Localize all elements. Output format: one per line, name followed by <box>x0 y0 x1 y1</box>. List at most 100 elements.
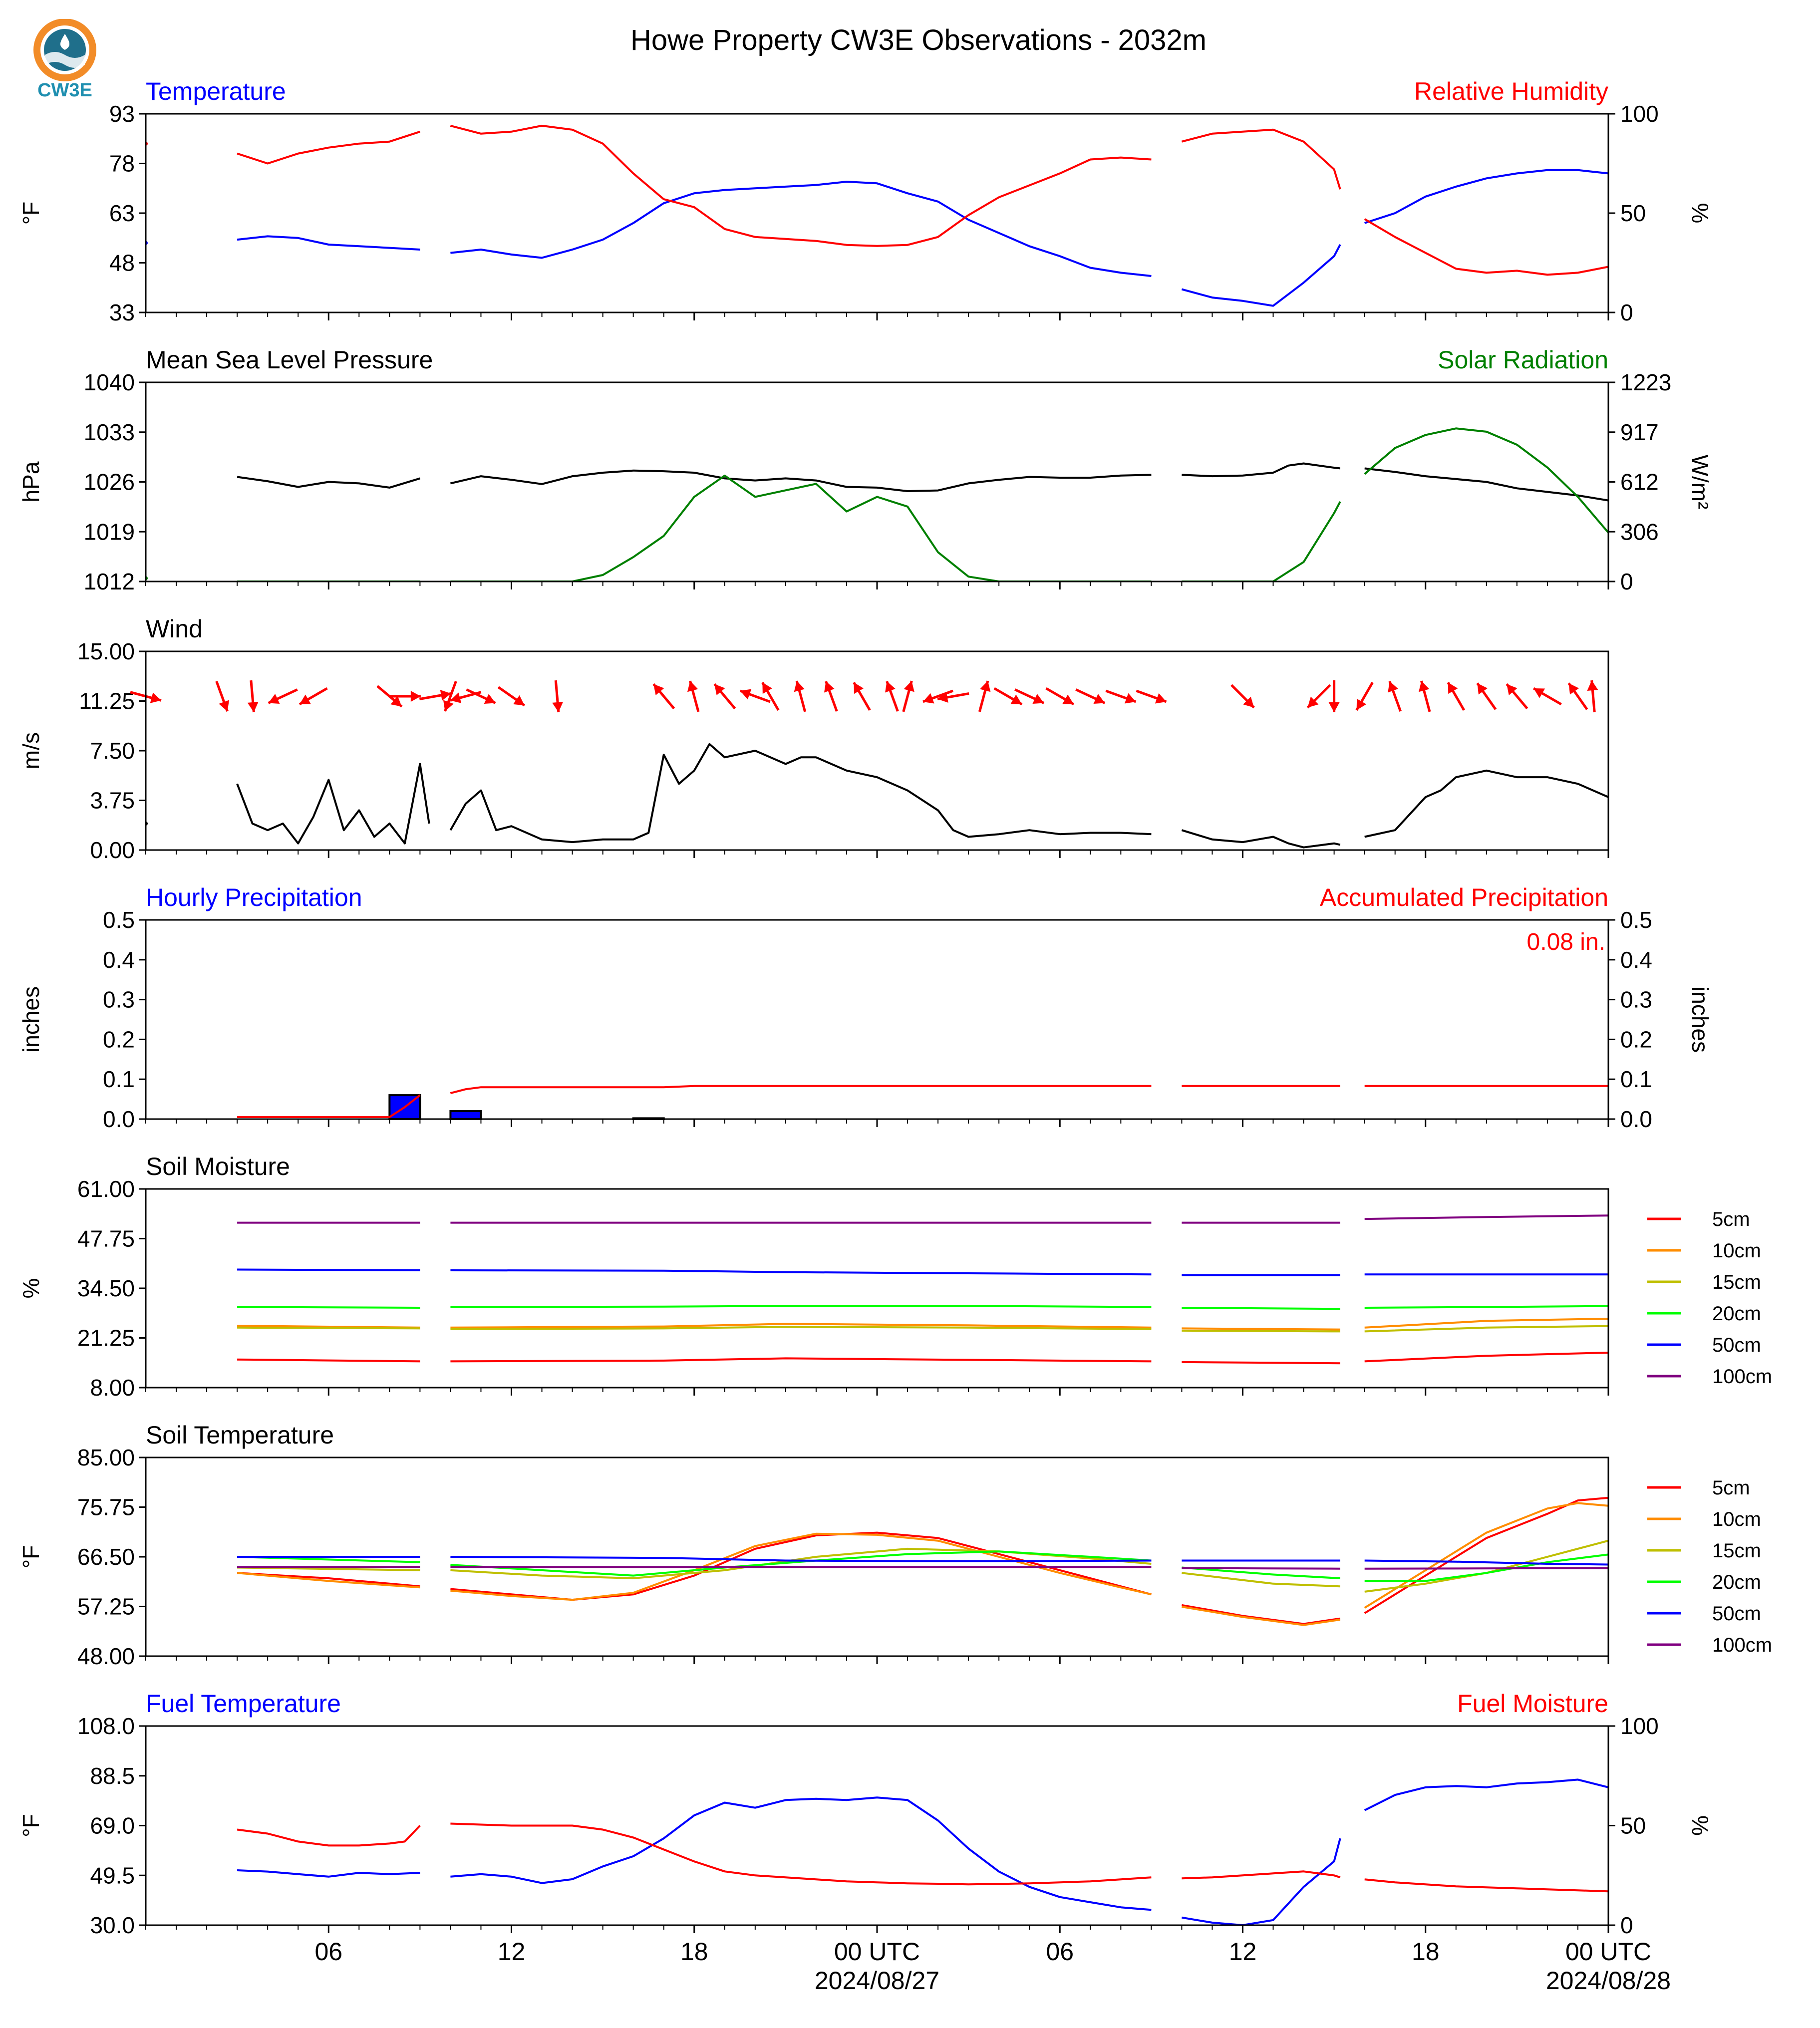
wind-arrow-icon <box>978 680 991 712</box>
series-right-line <box>450 124 1152 247</box>
precip-bar <box>449 1110 482 1121</box>
y-tick-label: 1012 <box>84 569 135 594</box>
series-left-line <box>237 476 420 489</box>
wind-arrow-icon <box>1136 689 1167 704</box>
y-tick-label: 48 <box>109 250 135 276</box>
y-tick-label: 75.75 <box>77 1494 135 1520</box>
x-tick-label: 18 <box>680 1938 708 1966</box>
series-15cm-line <box>450 1547 1152 1579</box>
x-tick-label: 06 <box>314 1938 342 1966</box>
y2-tick-label: 0 <box>1620 569 1633 594</box>
wind-arrow-icon <box>1532 687 1562 706</box>
y-tick-label: 0.4 <box>103 947 135 973</box>
legend-label: 100cm <box>1712 1634 1772 1656</box>
wind-arrow-icon <box>794 680 807 712</box>
wind-arrow-icon <box>215 681 230 712</box>
wind-arrow-head <box>513 695 525 706</box>
series-5cm-line <box>1364 1496 1608 1614</box>
y2-axis-label: % <box>1687 203 1713 224</box>
y2-tick-label: 306 <box>1620 519 1659 545</box>
y2-tick-label: 1223 <box>1620 369 1671 395</box>
x-tick-label: 00 UTC <box>834 1938 920 1966</box>
wind-arrow-icon <box>497 686 526 707</box>
panel-fuel: Fuel Temperature Fuel Moisture 108.0 88.5 69… <box>18 1690 1713 1938</box>
series-left-line <box>450 181 1152 277</box>
wind-arrow-icon <box>1355 682 1374 711</box>
panel-precip: Hourly Precipitation Accumulated Precipit… <box>18 883 1713 1132</box>
series-left-line <box>237 1869 420 1878</box>
panel-wind: Wind 15.00 11.25 7.50 3.75 0.00 m/s <box>18 615 1609 863</box>
y-tick-label: 0.0 <box>103 1106 135 1132</box>
wind-arrow-head <box>1062 694 1074 704</box>
wind-arrow-icon <box>853 682 871 711</box>
series-right-line <box>1364 1878 1608 1893</box>
y-axis-label: inches <box>18 986 44 1053</box>
legend-label: 50cm <box>1712 1334 1761 1356</box>
y-tick-label: 88.5 <box>90 1763 135 1789</box>
x-tick-label: 12 <box>498 1938 526 1966</box>
y-axis-label: °F <box>18 1814 44 1837</box>
y2-tick-label: 917 <box>1620 419 1659 445</box>
panel-frame <box>145 1188 1609 1389</box>
series-left-line <box>1364 769 1608 838</box>
y-tick-label: 7.50 <box>90 738 135 764</box>
series-100cm-line <box>1182 1567 1340 1570</box>
y-tick-label: 33 <box>109 299 135 325</box>
wind-arrow-head <box>1533 688 1545 698</box>
panel-label-left: Mean Sea Level Pressure <box>146 346 433 374</box>
y2-tick-label: 0.1 <box>1620 1066 1652 1092</box>
wind-arrow-icon <box>1045 687 1075 706</box>
x-tick-label: 00 UTC <box>1565 1938 1651 1966</box>
x-date-label: 2024/08/28 <box>1546 1967 1671 1995</box>
chart-title: Howe Property CW3E Observations - 2032m <box>630 24 1207 56</box>
series-left-line <box>449 743 1152 844</box>
wind-arrow-icon <box>1447 682 1465 711</box>
series-50cm-line <box>450 1556 1152 1562</box>
series-15cm-line <box>237 1326 420 1330</box>
y-tick-label: 3.75 <box>90 788 135 814</box>
wind-arrow-head <box>1032 694 1044 704</box>
wind-arrow-icon <box>443 681 457 712</box>
panel-frame <box>145 381 1609 582</box>
legend-label: 100cm <box>1712 1366 1772 1388</box>
series-15cm-line <box>450 1326 1152 1330</box>
wind-arrow-icon <box>1306 684 1331 709</box>
series-right-line <box>1364 218 1608 276</box>
legend-label: 5cm <box>1712 1477 1750 1499</box>
wind-arrow-icon <box>993 687 1023 706</box>
wind-arrow-head <box>1477 683 1488 695</box>
precip-total-annotation: 0.08 in. <box>1527 929 1605 955</box>
y-tick-label: 34.50 <box>77 1275 135 1301</box>
wind-arrow-head <box>1243 696 1254 708</box>
y-tick-label: 0.2 <box>103 1026 135 1052</box>
series-5cm-line <box>237 1358 420 1363</box>
y-axis-label: hPa <box>18 461 44 502</box>
y2-tick-label: 0.0 <box>1620 1106 1652 1132</box>
y-tick-label: 69.0 <box>90 1813 135 1839</box>
series-10cm-line <box>450 1323 1152 1329</box>
wind-arrow-icon <box>1567 682 1588 710</box>
x-date-label: 2024/08/27 <box>815 1967 939 1995</box>
wind-arrow-head <box>247 701 259 712</box>
series-15cm-line <box>1364 1325 1608 1333</box>
x-tick-label: 12 <box>1229 1938 1257 1966</box>
y2-tick-label: 0 <box>1620 299 1633 325</box>
logo-drop-icon <box>60 34 70 50</box>
wind-arrow-head <box>885 681 896 693</box>
wind-arrow-head <box>1356 698 1367 710</box>
series-right-line <box>237 1825 421 1847</box>
wind-arrow-icon <box>885 681 899 712</box>
panel-label-left: Soil Moisture <box>146 1153 290 1180</box>
panel-soil_temp: Soil Temperature 85.00 75.75 66.50 57.25 48.0… <box>18 1421 1609 1669</box>
y-tick-label: 66.50 <box>77 1544 135 1570</box>
wind-arrow-head <box>1155 693 1167 704</box>
wind-arrow-head <box>1124 693 1136 704</box>
series-15cm-line <box>1364 1539 1608 1593</box>
series-5cm-line <box>450 1357 1152 1363</box>
series-20cm-line <box>237 1306 420 1309</box>
series-left-line <box>450 469 1152 492</box>
wind-arrow-head <box>390 696 402 707</box>
series-10cm-line <box>1182 1327 1340 1331</box>
panel-pressure_solar: Mean Sea Level Pressure Solar Radiation 10… <box>18 346 1713 594</box>
wind-arrow-icon <box>1476 682 1497 710</box>
